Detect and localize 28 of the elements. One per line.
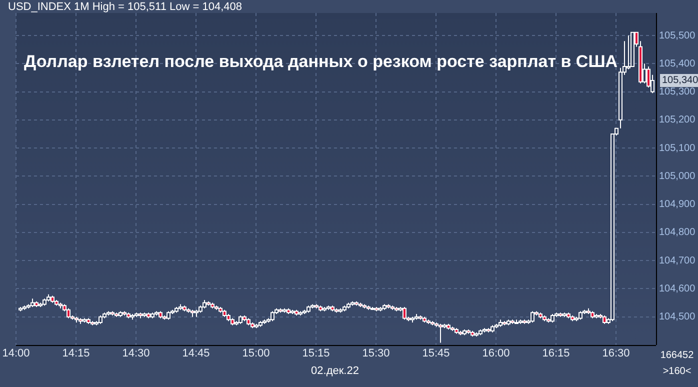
y-tick-label: 104,500 (659, 312, 696, 323)
y-tick-label: 104,600 (659, 283, 696, 294)
y-tick-label: 105,200 (659, 114, 696, 126)
y-tick-label: 105,100 (659, 142, 696, 154)
y-tick-label: 104,700 (659, 255, 696, 266)
x-tick-label: 16:30 (602, 348, 630, 360)
text: Доллар взлетел после выхода данных о резком росте зарплат в США (24, 52, 618, 72)
text: 02.дек.22 (311, 365, 359, 377)
x-tick-label: 16:00 (482, 348, 510, 360)
y-tick-label: 104,900 (659, 199, 696, 210)
x-tick-label: 15:45 (422, 348, 450, 360)
text: 105,340 (660, 74, 698, 87)
text: USD_INDEX 1M High = 105,511 Low = 104,408 (8, 1, 242, 13)
text: 166452 (660, 350, 694, 361)
x-tick-label: 14:00 (2, 348, 30, 360)
y-tick-label: 105,500 (659, 30, 696, 42)
y-tick-label: 105,400 (659, 58, 696, 70)
x-tick-label: 15:00 (242, 348, 270, 360)
x-tick-label: 14:15 (62, 348, 90, 360)
x-tick-label: 16:15 (542, 348, 570, 360)
text: >160< (662, 366, 692, 377)
x-tick-label: 14:30 (122, 348, 150, 360)
x-tick-label: 15:15 (302, 348, 330, 360)
y-tick-label: 105,300 (659, 86, 696, 98)
y-tick-label: 105,000 (659, 170, 696, 182)
x-tick-label: 14:45 (182, 348, 210, 360)
y-tick-label: 104,800 (659, 227, 696, 238)
x-tick-label: 15:30 (362, 348, 390, 360)
